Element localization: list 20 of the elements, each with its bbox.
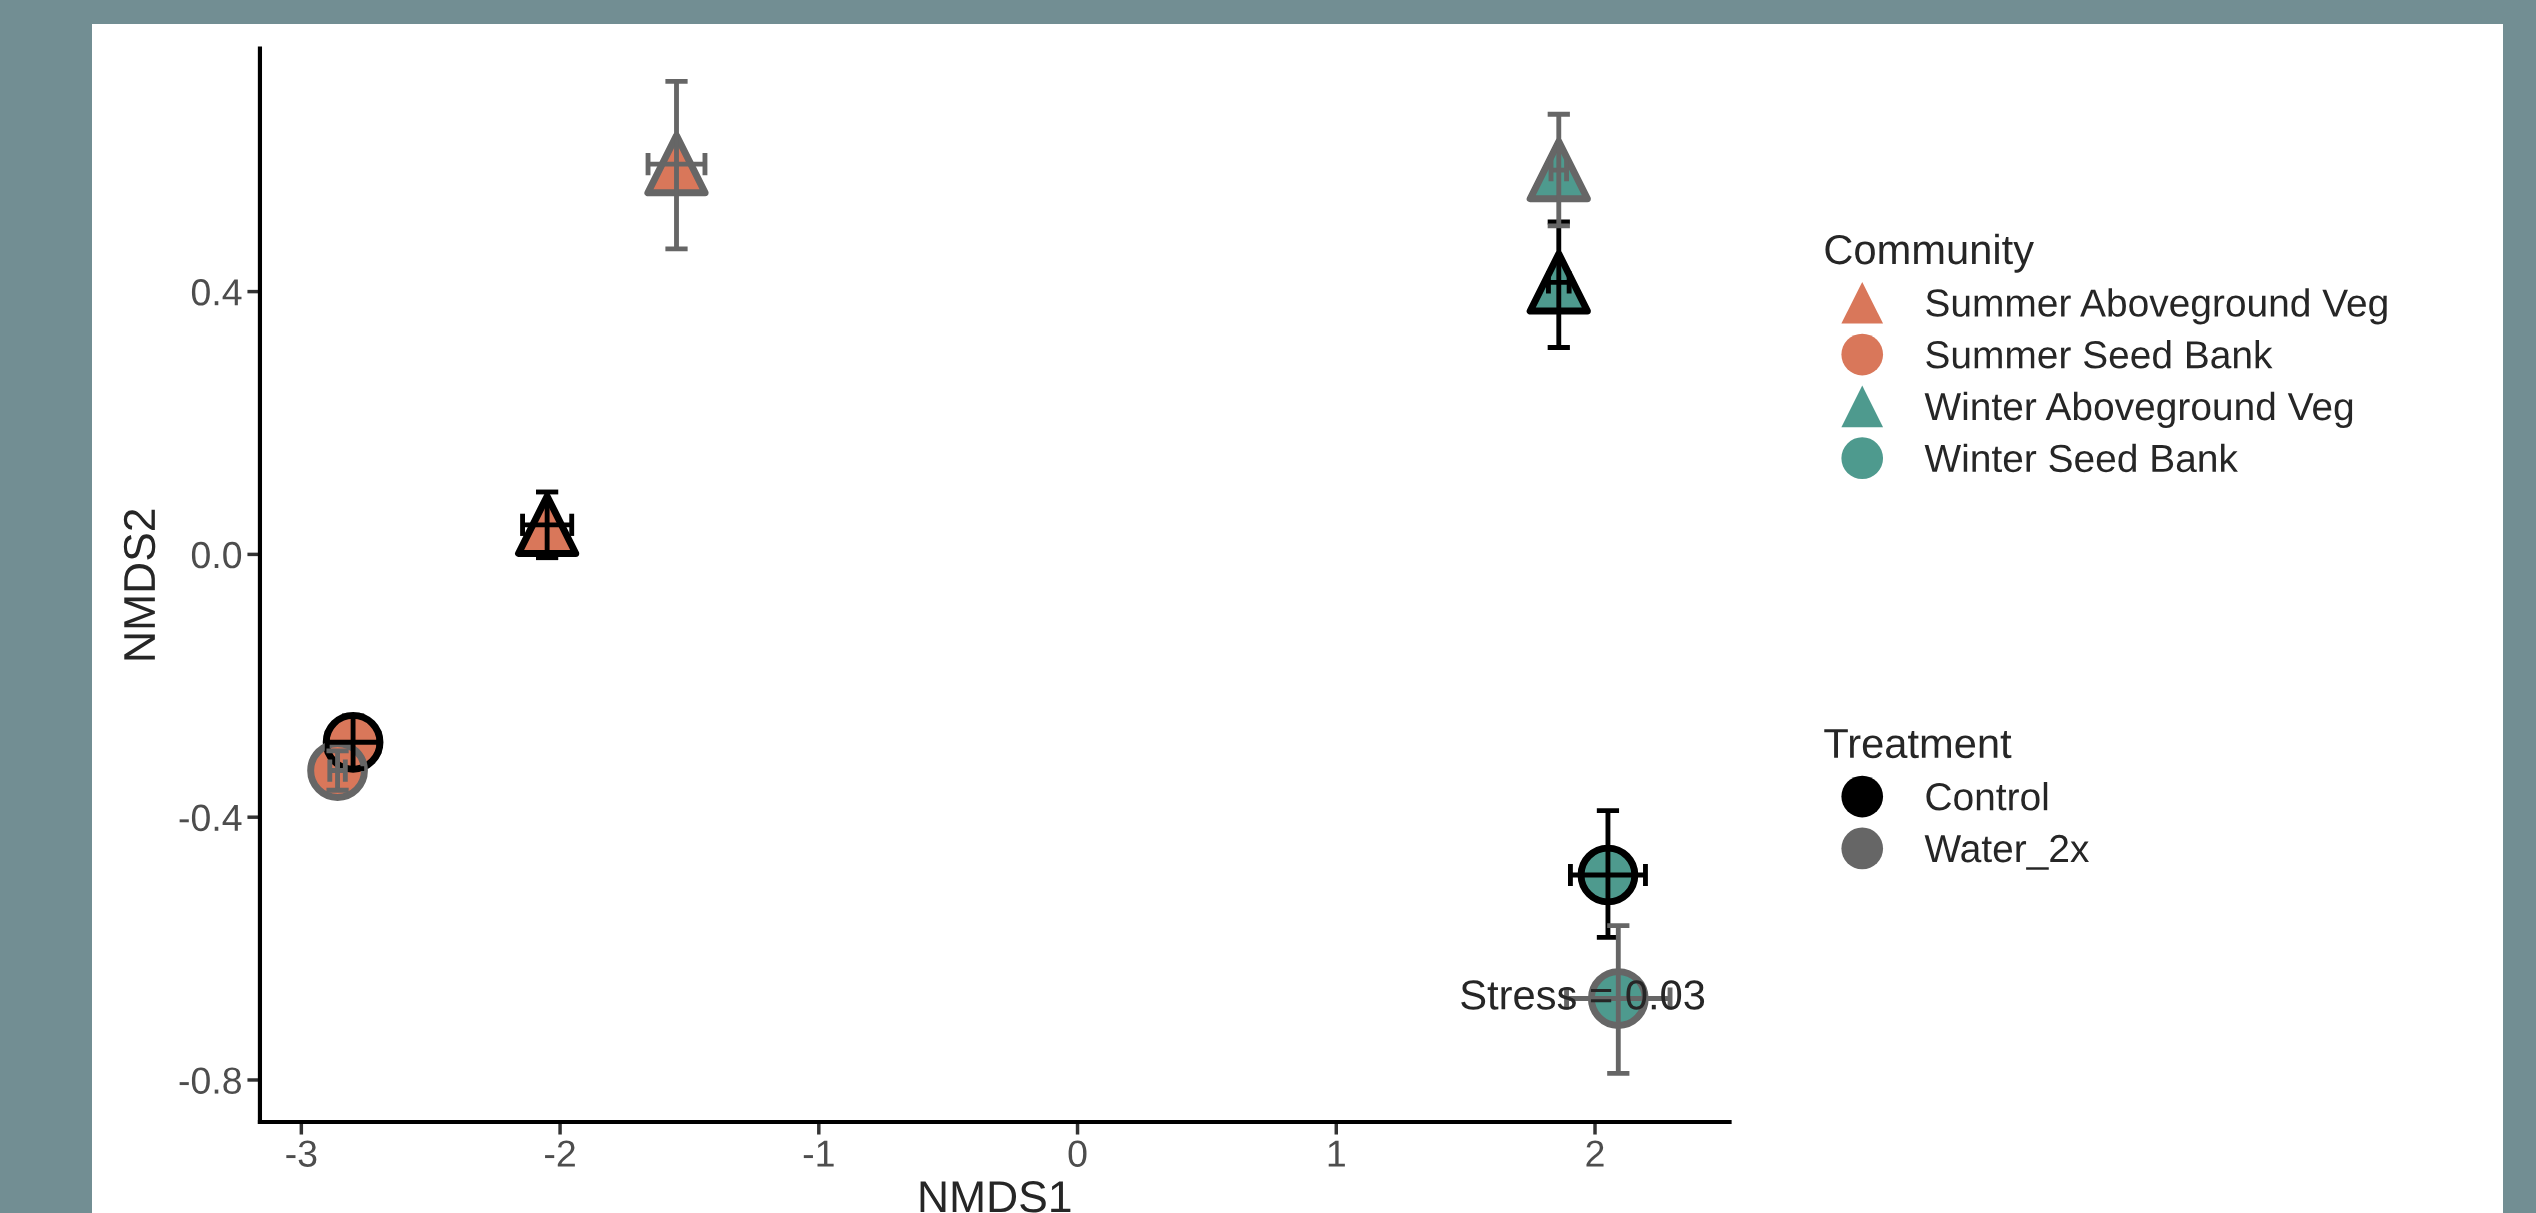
x-tick-label: 1 bbox=[1328, 1140, 1345, 1167]
y-tick-label: 0.4 bbox=[191, 279, 242, 306]
y-tick-label: -0.8 bbox=[179, 1067, 241, 1094]
text: Community bbox=[1825, 233, 2034, 273]
legend-label: Summer Seed Bank bbox=[1926, 340, 2273, 369]
x-tick-label: -2 bbox=[545, 1140, 575, 1167]
y-tick-label: 0.0 bbox=[191, 541, 242, 569]
y-axis-title: NMDS2 bbox=[123, 509, 156, 660]
x-tick-label: 0 bbox=[1068, 1140, 1087, 1167]
x-tick-label: -3 bbox=[286, 1140, 317, 1167]
legend-label: Water_2x bbox=[1924, 834, 2089, 870]
y-tick-label: -0.4 bbox=[179, 804, 242, 832]
legend-label: Summer Aboveground Veg bbox=[1926, 288, 2387, 325]
legend-label: Winter Seed Bank bbox=[1924, 443, 2238, 473]
x-tick-label: -1 bbox=[803, 1140, 834, 1167]
text: Treatment bbox=[1824, 729, 2012, 759]
x-axis-title: NMDS1 bbox=[920, 1181, 1071, 1213]
legend-label: Control bbox=[1926, 782, 2048, 811]
legend-label: Winter Aboveground Veg bbox=[1924, 391, 2353, 429]
x-tick-label: 2 bbox=[1586, 1140, 1604, 1167]
